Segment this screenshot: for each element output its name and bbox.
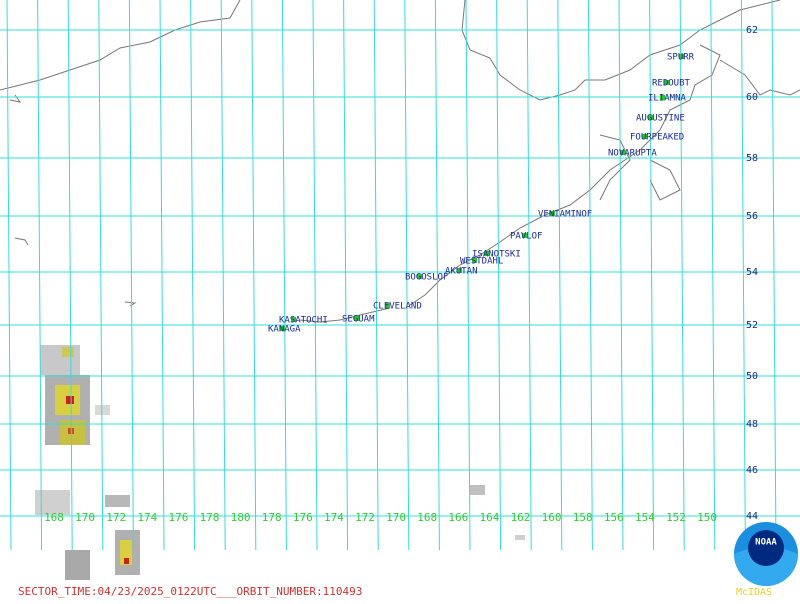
logo-text: NOAA (755, 538, 777, 548)
meridian (220, 0, 226, 551)
longitude-label: 156 (604, 511, 624, 524)
meridian (404, 0, 410, 551)
meridian (373, 0, 379, 551)
volcano-label: FOURPEAKED (630, 133, 684, 143)
volcano-marker (291, 317, 296, 322)
volcano-marker (679, 54, 684, 59)
latitude-label: 56 (746, 211, 758, 222)
longitude-label: 162 (511, 511, 531, 524)
meridian (37, 0, 43, 551)
volcano-marker (660, 95, 665, 100)
longitude-label: 172 (106, 511, 126, 524)
longitude-label: 150 (697, 511, 717, 524)
meridian (740, 0, 746, 551)
volcano-label: NOVARUPTA (608, 149, 657, 159)
volcano-label: WESTDAHL (460, 257, 503, 267)
latitude-label: 44 (746, 511, 758, 522)
volcano-marker (620, 150, 625, 155)
longitude-label: 164 (479, 511, 499, 524)
meridian (190, 0, 196, 551)
meridian (128, 0, 134, 551)
longitude-label: 154 (635, 511, 655, 524)
meridian (649, 0, 655, 551)
meridian (159, 0, 165, 551)
volcano-marker (354, 316, 359, 321)
volcano-label: AKUTAN (445, 267, 478, 277)
latitude-label: 54 (746, 267, 758, 278)
latitude-label: 48 (746, 419, 758, 430)
meridian (312, 0, 318, 551)
longitude-label: 176 (293, 511, 313, 524)
meridian (67, 0, 73, 551)
meridian (465, 0, 471, 551)
volcano-marker (472, 258, 477, 263)
volcano-marker (664, 80, 669, 85)
meridian (434, 0, 440, 551)
longitude-label: 158 (573, 511, 593, 524)
latitude-label: 50 (746, 371, 758, 382)
footer-text: SECTOR_TIME:04/23/2025_0122UTC___ORBIT_N… (18, 585, 362, 598)
meridian (496, 0, 502, 551)
meridian (98, 0, 104, 551)
meridian (771, 0, 777, 551)
volcano-label: KANAGA (268, 325, 301, 335)
longitude-label: 170 (386, 511, 406, 524)
software-label: McIDAS (736, 587, 772, 598)
volcano-label: VENIAMINOF (538, 210, 592, 220)
meridian (557, 0, 563, 551)
volcano-label: KASATOCHI (279, 316, 328, 326)
longitude-label: 170 (75, 511, 95, 524)
longitude-label: 172 (355, 511, 375, 524)
meridian (587, 0, 593, 551)
meridian (251, 0, 257, 551)
latitude-label: 52 (746, 320, 758, 331)
graticule (0, 0, 800, 551)
meridian (526, 0, 532, 551)
volcano-label: SEGUAM (342, 315, 375, 325)
meridian (343, 0, 349, 551)
volcano-marker (417, 274, 422, 279)
volcano-marker (484, 251, 489, 256)
longitude-label: 168 (44, 511, 64, 524)
meridian (710, 0, 716, 551)
longitude-label: 174 (324, 511, 344, 524)
noaa-logo: NOAA (734, 522, 798, 586)
latitude-label: 46 (746, 465, 758, 476)
latitude-label: 58 (746, 153, 758, 164)
volcano-label: REDOUBT (652, 79, 691, 89)
longitude-label: 152 (666, 511, 686, 524)
volcano-marker (280, 326, 285, 331)
volcano-label: CLEVELAND (373, 302, 422, 312)
longitude-label: 180 (231, 511, 251, 524)
volcano-marker (522, 233, 527, 238)
longitude-label: 178 (200, 511, 220, 524)
meridian (679, 0, 685, 551)
longitude-label: 178 (262, 511, 282, 524)
volcano-label: BOGOSLOF (405, 273, 448, 283)
longitude-label: 174 (137, 511, 157, 524)
volcano-marker (648, 115, 653, 120)
volcano-marker (457, 268, 462, 273)
volcano-label: PAVLOF (510, 232, 543, 242)
volcano-marker (385, 303, 390, 308)
labels: 62 60 58 56 54 52 50 48 46 44 168 170 172 174 176 178 18… (44, 25, 758, 524)
meridian (618, 0, 624, 551)
volcano-label: ISANOTSKI (472, 250, 521, 260)
meridian (6, 0, 12, 551)
volcano-label: SPURR (667, 53, 695, 63)
volcano-label: AUGUSTINE (636, 114, 685, 124)
longitude-label: 176 (168, 511, 188, 524)
longitude-label: 160 (542, 511, 562, 524)
longitude-label: 166 (448, 511, 468, 524)
volcano-marker (550, 211, 555, 216)
latitude-label: 62 (746, 25, 758, 36)
longitude-label: 168 (417, 511, 437, 524)
volcano-marker (642, 134, 647, 139)
latitude-label: 60 (746, 92, 758, 103)
volcano-label: ILIAMNA (648, 94, 687, 104)
meridian (281, 0, 287, 551)
